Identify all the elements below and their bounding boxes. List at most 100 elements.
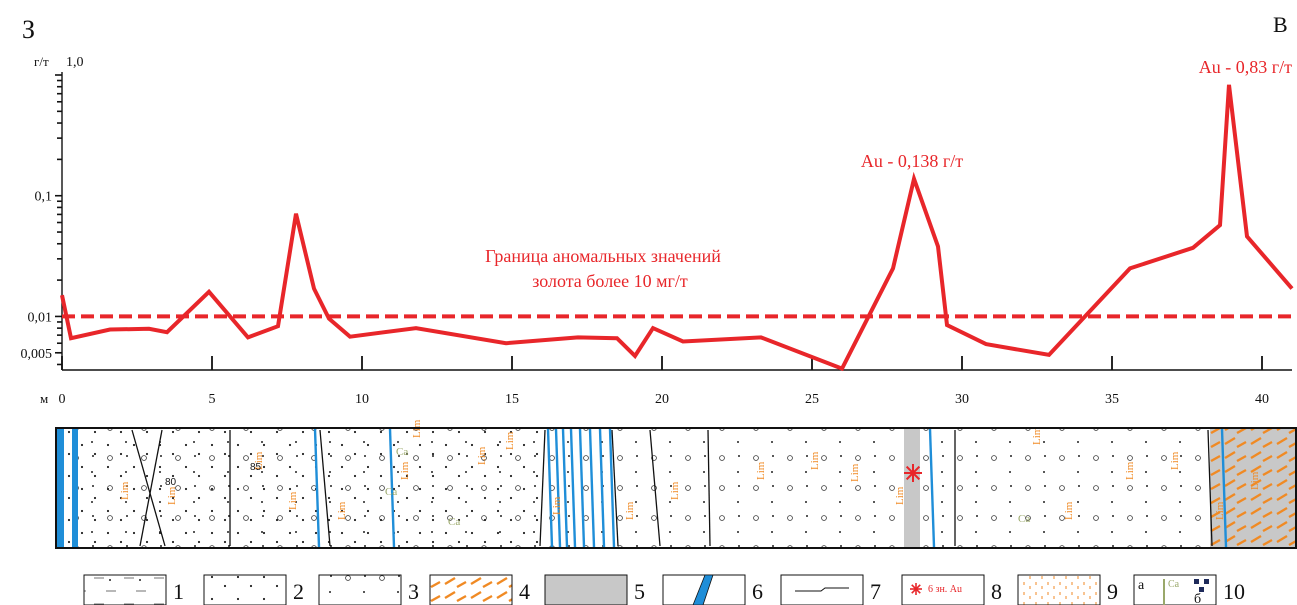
vein-2: [546, 428, 554, 548]
y-tick-label-1: 0,1: [35, 190, 53, 205]
vein-7: [588, 428, 596, 548]
legend-item-9: 9: [1017, 574, 1118, 605]
legend-vein-shape: [692, 574, 714, 605]
legend-number-4: 4: [519, 579, 530, 604]
legend-item-6: 6: [662, 574, 763, 605]
legend-number-6: 6: [752, 579, 763, 604]
layer-boundary-1: [139, 429, 163, 547]
legend-number-2: 2: [293, 579, 304, 604]
y-tick-label-0: 1,0: [66, 55, 84, 70]
layer-boundary-4: [539, 429, 546, 547]
legend: 1 2 3 4 5 6 7 6 зн. Au 8 9 a Ca б 10: [83, 574, 1245, 605]
y-axis-unit: г/т: [34, 54, 49, 69]
lim-label-3: Lim: [287, 491, 299, 510]
x-tick-label-0: 0: [59, 392, 66, 407]
legend-swatch-5: [544, 574, 628, 605]
x-axis-unit: м: [40, 391, 48, 406]
lim-label-12: Lim: [755, 461, 767, 480]
lim-label-19: Lim: [1169, 451, 1181, 470]
vein-9: [608, 428, 616, 548]
y-tick-label-2: 0,01: [28, 310, 53, 325]
legend-swatch-1: [83, 574, 167, 605]
lim-label-2: Lim: [253, 451, 265, 470]
x-tick-label-1: 5: [209, 392, 216, 407]
east-direction-label: В: [1273, 12, 1288, 37]
threshold-label-line2: золота более 10 мг/т: [532, 271, 688, 291]
legend-item-8: 6 зн. Au 8: [901, 574, 1002, 605]
lim-label-13: Lim: [809, 451, 821, 470]
y-axis: г/т 1,0 0,1 0,01 0,005: [21, 54, 84, 370]
threshold-label-line1: Граница аномальных значений: [485, 246, 721, 266]
vein-0: [313, 428, 321, 548]
x-tick-label-2: 10: [355, 392, 369, 407]
vein-6: [578, 428, 586, 548]
vein-11: [1220, 428, 1228, 548]
ca-label-3: Ca: [1018, 513, 1030, 525]
vein-3: [554, 428, 562, 548]
legend-number-10: 10: [1223, 579, 1245, 604]
legend-item-2: 2: [203, 574, 304, 605]
vein-10: [928, 428, 936, 548]
ca-label-2: Ca: [448, 516, 460, 528]
threshold-group: Граница аномальных значений золота более…: [62, 246, 1292, 319]
lim-label-1: Lim: [166, 486, 178, 505]
legend-swatch-2: [203, 574, 287, 605]
lim-label-17: Lim: [1063, 501, 1075, 520]
legend-square-1: [1194, 579, 1199, 584]
x-tick-label-3: 15: [505, 392, 519, 407]
x-tick-label-4: 20: [655, 392, 669, 407]
west-direction-label: З: [22, 15, 35, 44]
legend-gold-sample-text: 6 зн. Au: [928, 584, 962, 595]
layer-boundary-0: [131, 429, 166, 547]
lim-label-4: Lim: [336, 501, 348, 520]
x-tick-label-5: 25: [805, 392, 819, 407]
legend-fault-line: [795, 587, 849, 592]
peak-annotation-1: Au - 0,83 г/т: [1199, 57, 1292, 77]
peak-annotation-0: Au - 0,138 г/т: [861, 151, 963, 171]
lim-label-8: Lim: [504, 431, 516, 450]
ca-label-0: Ca: [396, 446, 408, 458]
dip-label-0: 80: [165, 477, 177, 488]
lim-label-18: Lim: [1124, 461, 1136, 480]
lim-label-9: Lim: [551, 496, 563, 515]
legend-item-1: 1: [83, 574, 184, 605]
ca-label-1: Ca: [385, 486, 397, 498]
legend-square-3: [1199, 587, 1204, 592]
lim-label-15: Lim: [894, 486, 906, 505]
y-tick-label-3: 0,005: [21, 347, 53, 362]
lim-label-16: Lim: [1031, 426, 1043, 445]
layer-boundary-3: [319, 429, 331, 547]
layer-boundary-7: [707, 429, 711, 547]
legend-number-7: 7: [870, 579, 881, 604]
legend-swatch-3: [318, 574, 402, 605]
legend-item-3: 3: [318, 574, 419, 605]
legend-swatch-9: [1017, 574, 1101, 605]
legend-square-2: [1204, 579, 1209, 584]
legend-sub-b: б: [1194, 592, 1201, 605]
vein-4: [561, 428, 569, 548]
legend-number-9: 9: [1107, 579, 1118, 604]
vein-5: [569, 428, 577, 548]
lim-label-11: Lim: [669, 481, 681, 500]
legend-number-1: 1: [173, 579, 184, 604]
lim-label-20: Lim: [1214, 501, 1226, 520]
legend-number-8: 8: [991, 579, 1002, 604]
gold-point-star-ray-3: [905, 465, 921, 481]
lim-label-10: Lim: [624, 501, 636, 520]
dip-label-1: 85: [250, 462, 262, 473]
layer-boundary-6: [649, 429, 661, 547]
lim-label-5: Lim: [399, 461, 411, 480]
gold-content-line: [60, 84, 1294, 372]
x-tick-label-7: 35: [1105, 392, 1119, 407]
lim-label-0: Lim: [119, 481, 131, 500]
legend-item-7: 7: [780, 574, 881, 605]
x-tick-label-6: 30: [955, 392, 969, 407]
legend-item-4: 4: [429, 574, 530, 605]
lim-label-7: Lim: [476, 446, 488, 465]
lim-label-21: Lim: [1249, 471, 1261, 490]
vein-1: [388, 428, 396, 548]
x-tick-label-8: 40: [1255, 392, 1269, 407]
x-axis: м 0 5 10 15 20 25 30 35 40: [40, 356, 1292, 407]
legend-number-3: 3: [408, 579, 419, 604]
